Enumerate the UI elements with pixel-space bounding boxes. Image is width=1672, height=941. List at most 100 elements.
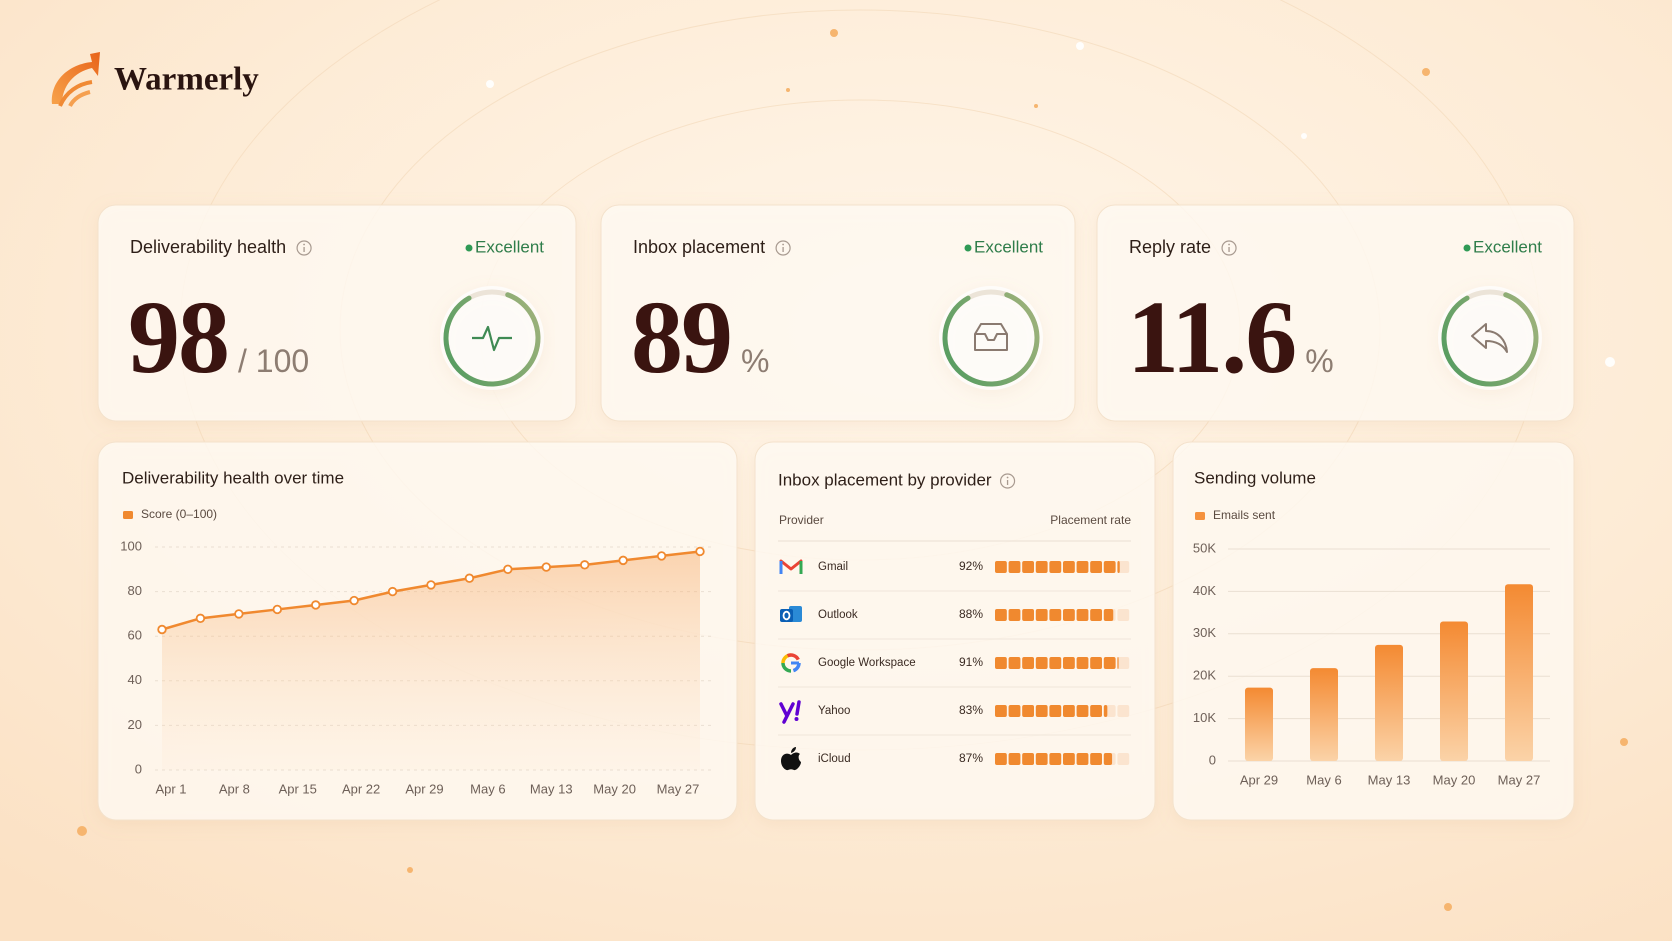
segment-fill — [1076, 753, 1089, 765]
segment-fill — [1035, 609, 1048, 621]
point — [580, 560, 590, 570]
provider-name: Outlook — [818, 609, 858, 621]
kpi-status: Excellent — [475, 237, 544, 256]
chart-title: Deliverability health over time — [122, 468, 344, 487]
segment-fill — [1063, 561, 1075, 573]
segment-fill — [1090, 609, 1102, 621]
y-tick-label: 30K — [1193, 625, 1216, 640]
segment-fill — [1008, 609, 1021, 621]
y-tick-label: 50K — [1193, 540, 1216, 555]
status-dot — [964, 244, 972, 252]
segment-track — [1117, 753, 1130, 765]
x-tick-label: Apr 15 — [279, 781, 317, 796]
placement-label: 91% — [959, 655, 983, 669]
segment-fill — [1076, 561, 1089, 573]
point — [656, 551, 667, 561]
bar — [1440, 621, 1468, 761]
segment-fill — [1022, 753, 1034, 765]
point — [618, 555, 628, 566]
outlook-o — [782, 610, 791, 621]
ring-arc — [942, 289, 1040, 387]
card — [1172, 441, 1575, 821]
segment-fill — [1049, 753, 1062, 765]
segment-fill — [1103, 657, 1116, 669]
segment-fill — [995, 561, 1007, 573]
point — [426, 580, 436, 590]
ring-arc — [443, 289, 541, 387]
segment-fill — [1035, 705, 1048, 717]
point — [349, 595, 359, 606]
kpi-icon — [472, 325, 512, 352]
ring-glow — [1438, 286, 1542, 390]
apple-icon — [781, 752, 801, 771]
point — [695, 546, 705, 557]
placement-label: 92% — [959, 559, 983, 573]
legend-label: Emails sent — [1213, 508, 1276, 522]
segment-fill — [1035, 561, 1048, 573]
segment-fill — [995, 753, 1007, 765]
segment-fill — [1035, 753, 1048, 765]
apple-leaf — [791, 747, 796, 753]
segment-fill — [1049, 657, 1062, 669]
point — [157, 624, 167, 635]
pulse-icon — [472, 325, 512, 352]
segment-fill — [1063, 657, 1075, 669]
brand-name: Warmerly — [114, 62, 259, 98]
y-tick-label: 0 — [135, 761, 142, 776]
point — [464, 573, 475, 583]
kpi-icon — [1471, 323, 1508, 353]
kpi-value: 11.6 — [1127, 280, 1295, 395]
kpi-unit: % — [741, 343, 769, 379]
segment-fill — [995, 609, 1007, 621]
yahoo-dot — [794, 717, 799, 721]
segment-fill — [1022, 609, 1034, 621]
segment-fill — [1076, 609, 1089, 621]
info-circle — [775, 240, 791, 256]
kpi-title: Inbox placement — [633, 237, 765, 257]
legend-swatch — [123, 511, 133, 519]
chart-title: Sending volume — [1194, 468, 1316, 487]
segment-fill — [1063, 609, 1075, 621]
legend-label: Score (0–100) — [141, 507, 217, 521]
segment-track — [1117, 705, 1130, 717]
panel-title: Inbox placement by provider — [778, 470, 992, 489]
provider-name: Google Workspace — [818, 657, 916, 669]
kpi-title: Deliverability health — [130, 237, 286, 257]
segment-track — [1117, 561, 1130, 573]
status-dot — [1463, 244, 1471, 252]
segment-fill — [1008, 561, 1021, 573]
kpi-unit: % — [1305, 343, 1333, 379]
segment-fill — [995, 705, 1007, 717]
bar — [1505, 584, 1533, 761]
column-header: Placement rate — [1050, 513, 1131, 527]
glints — [486, 42, 1615, 367]
info-icon — [775, 240, 791, 256]
placement-bar — [995, 657, 1130, 669]
yahoo-bang — [795, 700, 801, 716]
y-tick-label: 100 — [120, 538, 142, 553]
info-circle — [1221, 240, 1237, 256]
info-dot — [782, 243, 784, 246]
provider-icon — [780, 606, 802, 622]
status-dot — [465, 244, 473, 252]
segment-track — [1117, 609, 1130, 621]
segment-fill — [1090, 753, 1102, 765]
info-circle — [296, 240, 312, 256]
placement-bar — [995, 753, 1130, 765]
y-tick-label: 20K — [1193, 668, 1216, 683]
kpi-value: 89 — [631, 280, 731, 395]
point — [503, 564, 513, 574]
segment-fill — [1035, 657, 1048, 669]
x-tick-label: May 20 — [1433, 772, 1476, 787]
card — [754, 441, 1156, 821]
kpi-title: Reply rate — [1129, 237, 1211, 257]
y-tick-label: 80 — [128, 583, 142, 598]
kpi-icon — [974, 323, 1008, 351]
segment-track — [1117, 657, 1130, 669]
yahoo-icon — [779, 702, 795, 724]
provider-name: Yahoo — [818, 705, 850, 717]
x-tick-label: May 27 — [1498, 772, 1541, 787]
bar — [1245, 687, 1273, 761]
segment-fill — [1090, 657, 1102, 669]
